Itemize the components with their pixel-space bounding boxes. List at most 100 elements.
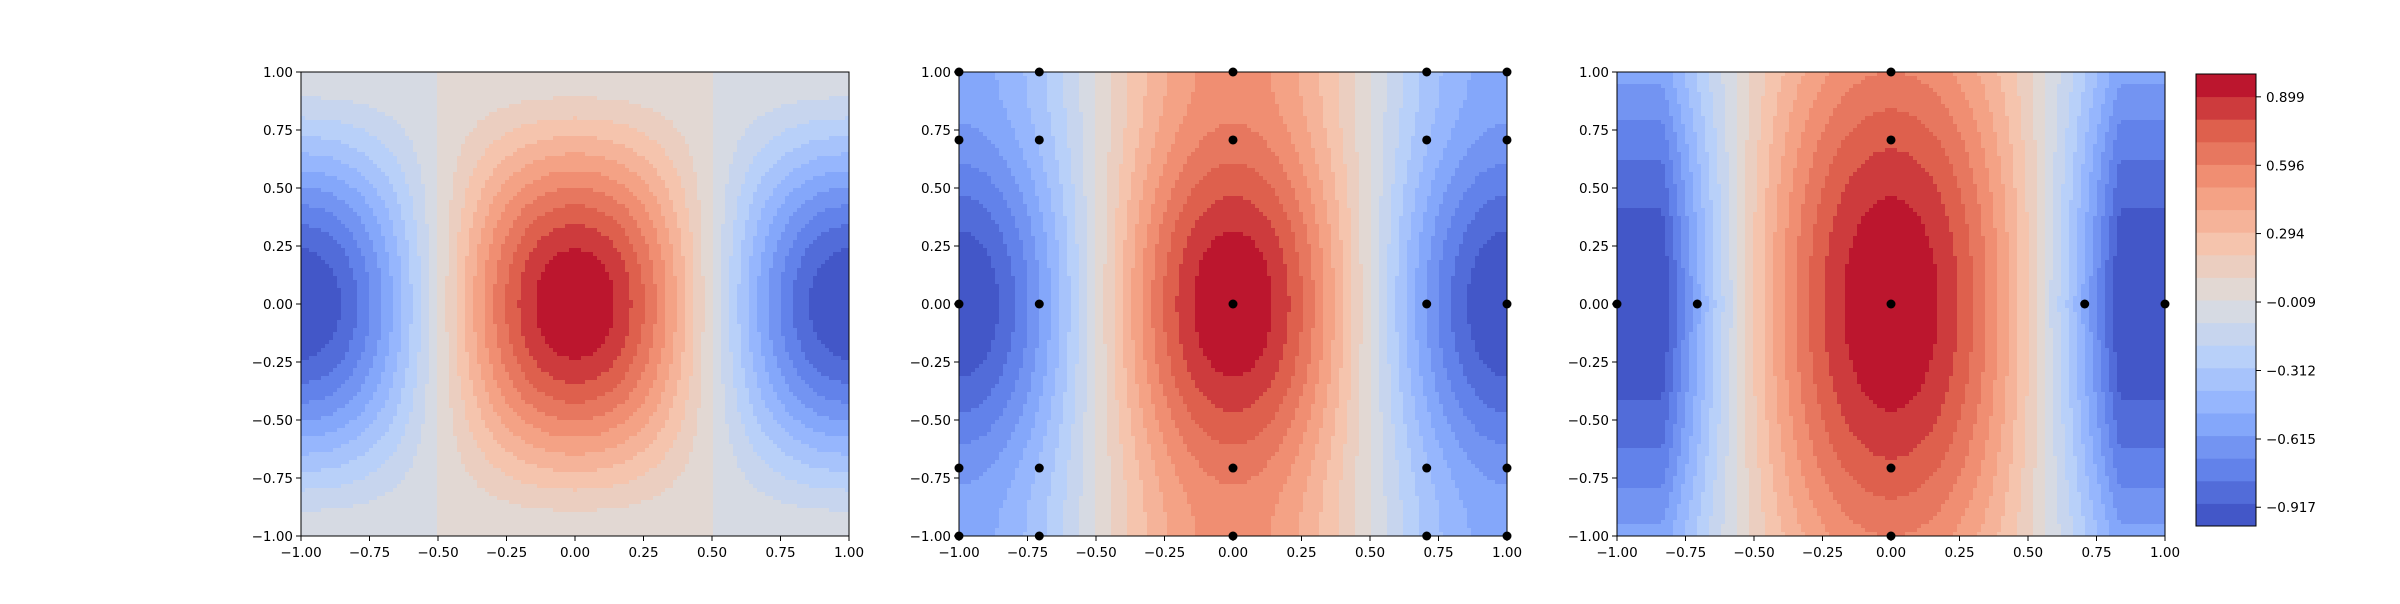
contour-cell — [337, 160, 342, 165]
contour-cell — [353, 316, 358, 321]
contour-cell — [377, 288, 382, 293]
contour-cell — [421, 256, 426, 261]
contour-cell — [385, 520, 390, 525]
contour-cell — [341, 344, 346, 349]
contour-cell — [381, 460, 386, 465]
contour-cell — [461, 496, 466, 501]
contour-cell — [365, 276, 370, 281]
contour-cell — [353, 368, 358, 373]
contour-cell — [361, 284, 366, 289]
contour-cell — [441, 512, 446, 517]
contour-cell — [369, 444, 374, 449]
contour-cell — [465, 480, 470, 485]
contour-cell — [405, 308, 410, 313]
contour-cell — [445, 360, 450, 365]
contour-cell — [341, 468, 346, 473]
contour-cell — [377, 248, 382, 253]
contour-cell — [409, 376, 414, 381]
contour-cell — [313, 512, 318, 517]
contour-cell — [401, 124, 406, 129]
contour-cell — [441, 104, 446, 109]
contour-cell — [345, 176, 350, 181]
contour-cell — [429, 428, 434, 433]
contour-cell — [445, 376, 450, 381]
contour-cell — [325, 296, 330, 301]
contour-cell — [417, 296, 422, 301]
contour-cell — [389, 244, 394, 249]
contour-cell — [453, 272, 458, 277]
contour-cell — [317, 244, 322, 249]
contour-cell — [433, 472, 438, 477]
contour-cell — [437, 532, 442, 536]
contour-cell — [341, 164, 346, 169]
contour-cell — [353, 488, 358, 493]
contour-cell — [453, 132, 458, 137]
contour-cell — [377, 532, 382, 536]
contour-cell — [421, 428, 426, 433]
contour-cell — [373, 340, 378, 345]
contour-cell — [469, 248, 474, 253]
contour-cell — [433, 128, 438, 133]
contour-cell — [333, 312, 338, 317]
contour-cell — [353, 348, 358, 353]
contour-cell — [417, 476, 422, 481]
contour-cell — [317, 468, 322, 473]
contour-cell — [305, 212, 310, 217]
contour-cell — [389, 492, 394, 497]
contour-cell — [437, 304, 442, 309]
contour-cell — [353, 480, 358, 485]
contour-cell — [405, 172, 410, 177]
contour-cell — [353, 324, 358, 329]
contour-cell — [469, 492, 474, 497]
contour-cell — [405, 328, 410, 333]
contour-cell — [333, 496, 338, 501]
contour-cell — [317, 280, 322, 285]
contour-cell — [461, 480, 466, 485]
contour-cell — [365, 148, 370, 153]
contour-cell — [365, 356, 370, 361]
contour-cell — [385, 228, 390, 233]
contour-cell — [305, 260, 310, 265]
contour-cell — [325, 368, 330, 373]
contour-cell — [341, 308, 346, 313]
contour-cell — [421, 492, 426, 497]
contour-cell — [357, 348, 362, 353]
contour-cell — [449, 144, 454, 149]
contour-cell — [457, 380, 462, 385]
contour-cell — [369, 164, 374, 169]
contour-cell — [461, 476, 466, 481]
contour-cell — [449, 184, 454, 189]
contour-cell — [401, 92, 406, 97]
contour-cell — [393, 264, 398, 269]
contour-cell — [305, 120, 310, 125]
contour-cell — [413, 448, 418, 453]
contour-cell — [409, 480, 414, 485]
contour-cell — [401, 280, 406, 285]
contour-cell — [369, 332, 374, 337]
contour-cell — [389, 356, 394, 361]
contour-cell — [397, 480, 402, 485]
contour-cell — [437, 316, 442, 321]
contour-cell — [329, 532, 334, 536]
contour-cell — [381, 484, 386, 489]
contour-cell — [341, 516, 346, 521]
contour-cell — [409, 472, 414, 477]
contour-cell — [313, 328, 318, 333]
contour-cell — [365, 324, 370, 329]
contour-cell — [401, 108, 406, 113]
contour-cell — [361, 180, 366, 185]
contour-cell — [381, 476, 386, 481]
contour-cell — [461, 308, 466, 313]
contour-cell — [453, 328, 458, 333]
contour-cell — [301, 484, 306, 489]
contour-cell — [393, 80, 398, 85]
contour-cell — [361, 156, 366, 161]
contour-cell — [321, 80, 326, 85]
contour-cell — [405, 244, 410, 249]
contour-cell — [317, 400, 322, 405]
contour-cell — [441, 256, 446, 261]
contour-cell — [401, 456, 406, 461]
contour-cell — [385, 532, 390, 536]
contour-cell — [305, 408, 310, 413]
contour-cell — [345, 472, 350, 477]
